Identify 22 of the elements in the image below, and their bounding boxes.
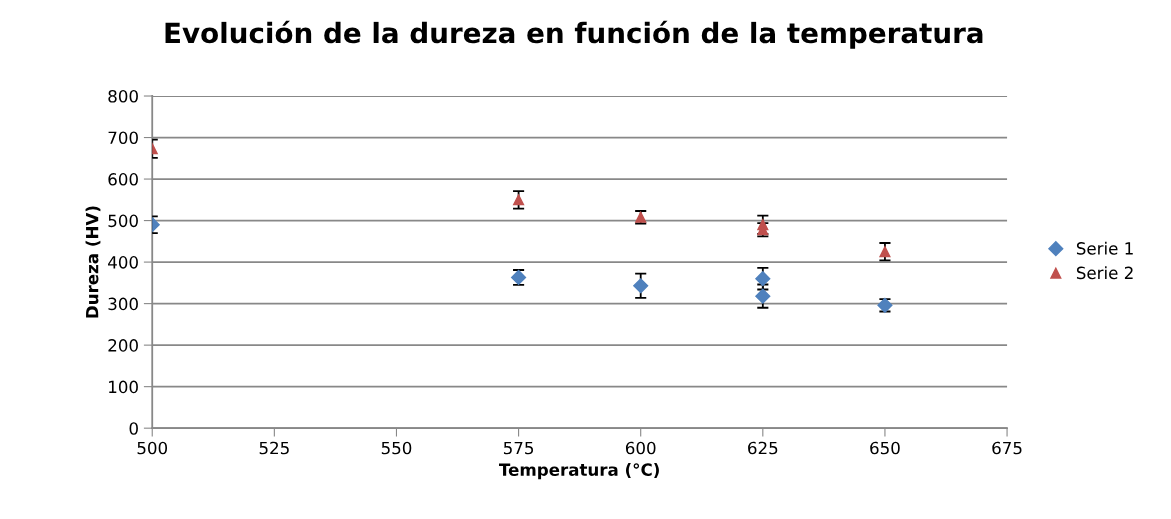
x-tick-label: 500	[137, 441, 168, 455]
x-tick-label: 575	[503, 441, 534, 455]
y-tick-label: 200	[108, 339, 138, 352]
x-tick-label: 675	[992, 441, 1022, 455]
x-tick-label: 650	[870, 441, 900, 455]
y-axis-title: Dureza (HV)	[85, 206, 101, 318]
y-tick-label: 600	[108, 173, 138, 186]
y-tick-label: 500	[108, 214, 138, 228]
y-tick-label: 0	[129, 422, 138, 435]
x-axis-title: Temperatura (°C)	[499, 463, 659, 480]
x-tick-label: 525	[259, 441, 289, 455]
x-tick-label: 625	[748, 441, 778, 455]
chart-title: Evolución de la dureza en función de la temperatura	[165, 20, 983, 49]
y-tick-label: 400	[108, 256, 138, 269]
legend-label: Serie 2	[1076, 266, 1133, 280]
y-tick-label: 700	[108, 131, 138, 145]
y-tick-label: 800	[108, 89, 138, 103]
y-tick-label: 300	[108, 297, 138, 311]
x-tick-label: 550	[381, 441, 412, 455]
y-tick-label: 100	[109, 380, 138, 394]
x-tick-label: 600	[625, 441, 656, 455]
legend-label: Serie 1	[1076, 241, 1133, 255]
